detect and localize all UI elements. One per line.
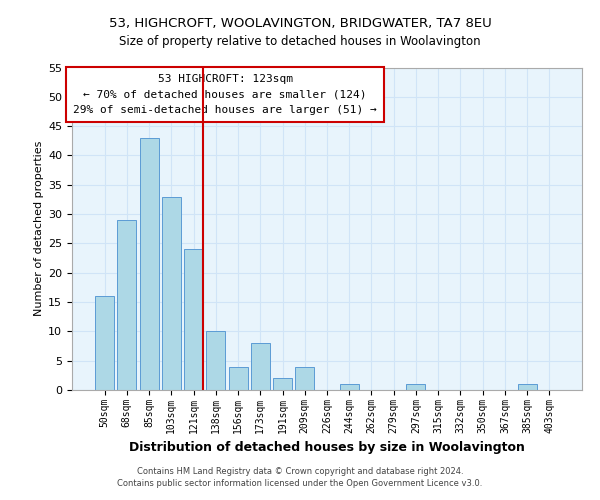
- Text: 53 HIGHCROFT: 123sqm
← 70% of detached houses are smaller (124)
29% of semi-deta: 53 HIGHCROFT: 123sqm ← 70% of detached h…: [73, 74, 377, 115]
- Text: Contains public sector information licensed under the Open Government Licence v3: Contains public sector information licen…: [118, 478, 482, 488]
- Bar: [518, 384, 536, 390]
- X-axis label: Distribution of detached houses by size in Woolavington: Distribution of detached houses by size …: [129, 441, 525, 454]
- Text: 53, HIGHCROFT, WOOLAVINGTON, BRIDGWATER, TA7 8EU: 53, HIGHCROFT, WOOLAVINGTON, BRIDGWATER,…: [109, 18, 491, 30]
- Bar: [184, 250, 203, 390]
- Bar: [229, 366, 248, 390]
- Y-axis label: Number of detached properties: Number of detached properties: [34, 141, 44, 316]
- Bar: [95, 296, 114, 390]
- Bar: [295, 366, 314, 390]
- Bar: [118, 220, 136, 390]
- Bar: [162, 196, 181, 390]
- Bar: [206, 332, 225, 390]
- Text: Contains HM Land Registry data © Crown copyright and database right 2024.: Contains HM Land Registry data © Crown c…: [137, 467, 463, 476]
- Bar: [406, 384, 425, 390]
- Bar: [340, 384, 359, 390]
- Bar: [140, 138, 158, 390]
- Text: Size of property relative to detached houses in Woolavington: Size of property relative to detached ho…: [119, 35, 481, 48]
- Bar: [273, 378, 292, 390]
- Bar: [251, 343, 270, 390]
